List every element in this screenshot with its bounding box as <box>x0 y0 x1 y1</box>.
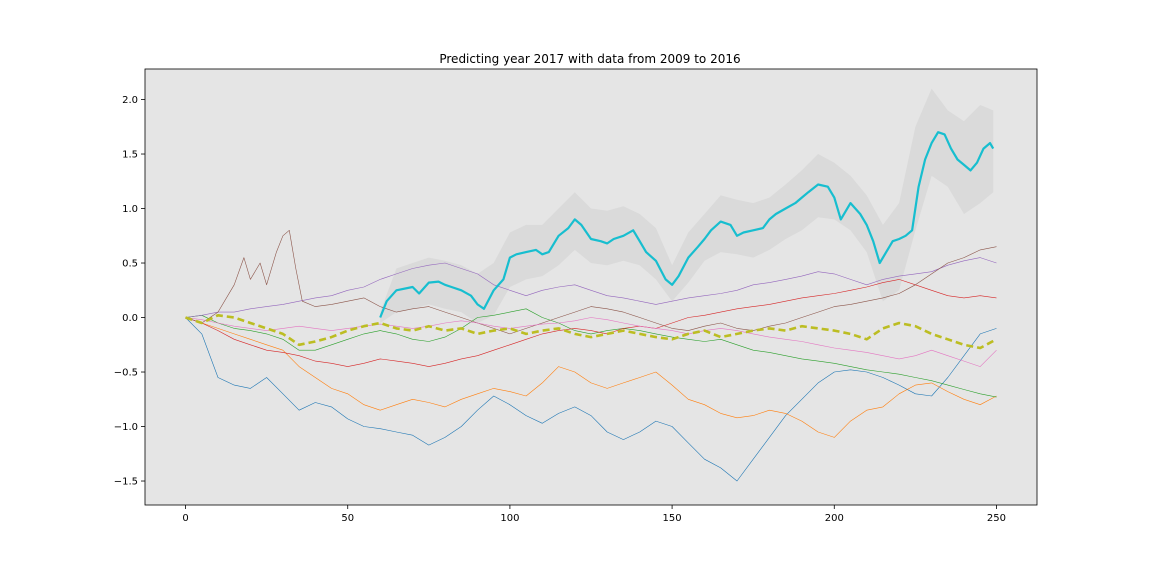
series-line-1 <box>185 317 997 482</box>
series-line-3 <box>185 308 997 398</box>
series-line-6 <box>185 230 997 335</box>
x-tick-label: 50 <box>341 513 354 524</box>
x-axis: 0 50 100 150 200 250 <box>182 505 1006 524</box>
plot-frame <box>144 68 1038 506</box>
y-tick-label: 0.5 <box>122 259 138 270</box>
x-tick-label: 100 <box>500 513 519 524</box>
x-tick-label: 200 <box>825 513 844 524</box>
series-line-5 <box>185 257 997 318</box>
y-tick-label: 0.0 <box>122 313 138 324</box>
series-line-8 <box>185 313 998 350</box>
x-tick-label: 150 <box>663 513 682 524</box>
chart-title: Predicting year 2017 with data from 2009… <box>439 52 740 66</box>
series-line-9 <box>379 131 995 318</box>
y-tick-label: −0.5 <box>114 368 138 379</box>
series-line-7 <box>185 317 997 367</box>
series-line-4 <box>185 279 997 367</box>
y-tick-label: 2.0 <box>122 95 138 106</box>
y-tick-label: 1.5 <box>122 150 138 161</box>
y-axis: −1.5 −1.0 −0.5 0.0 0.5 1.0 1.5 2.0 <box>114 95 145 488</box>
x-tick-label: 0 <box>182 513 188 524</box>
series-line-2 <box>185 317 997 438</box>
x-tick-label: 250 <box>987 513 1006 524</box>
plot-area <box>145 69 1037 505</box>
y-tick-label: −1.0 <box>114 422 138 433</box>
y-tick-label: −1.5 <box>114 477 138 488</box>
plot-background <box>145 69 1037 505</box>
y-tick-label: 1.0 <box>122 204 138 215</box>
confidence-band <box>380 88 994 323</box>
